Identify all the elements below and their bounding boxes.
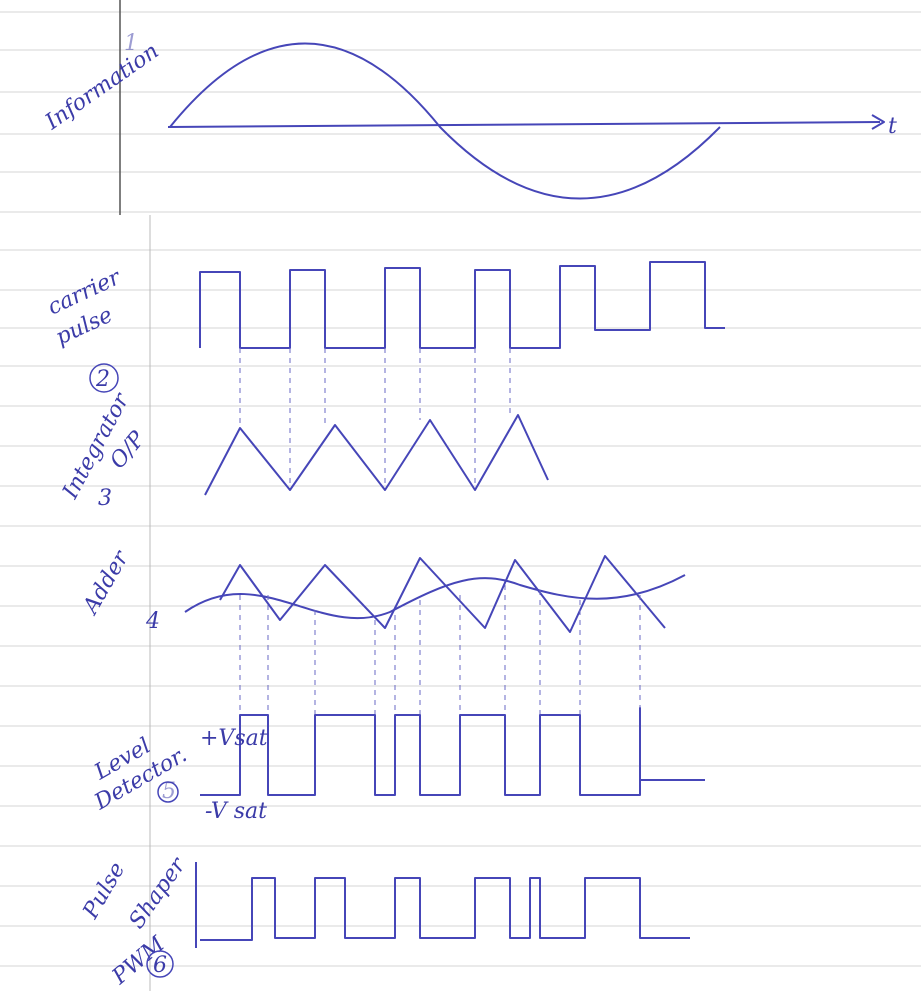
panel-number: 2 (95, 367, 110, 392)
panel-label: Shaper (124, 852, 191, 933)
panel-number: 4 (145, 609, 160, 634)
pulse-shaper-wave (196, 862, 690, 948)
panel-label: Pulse (78, 858, 130, 924)
axis-label: t (888, 114, 897, 139)
level-detector-wave (200, 708, 705, 795)
panel-label: Information (40, 39, 163, 136)
panel-label: Adder (78, 546, 135, 620)
ruled-lines (0, 0, 921, 991)
level-low: -V sat (205, 799, 267, 824)
panel-number: 5 (162, 779, 176, 804)
level-high: +Vsat (200, 726, 268, 751)
panel-number: 6 (153, 953, 167, 978)
adder-wave (185, 556, 685, 795)
panel-number: 3 (98, 486, 112, 511)
notebook-page: t Information 1 carrier pulse 2 Integrat… (0, 0, 921, 991)
panel-number: 1 (124, 31, 138, 56)
carrier-pulse (200, 262, 725, 490)
integrator-wave (205, 415, 548, 495)
information-wave (168, 44, 884, 199)
